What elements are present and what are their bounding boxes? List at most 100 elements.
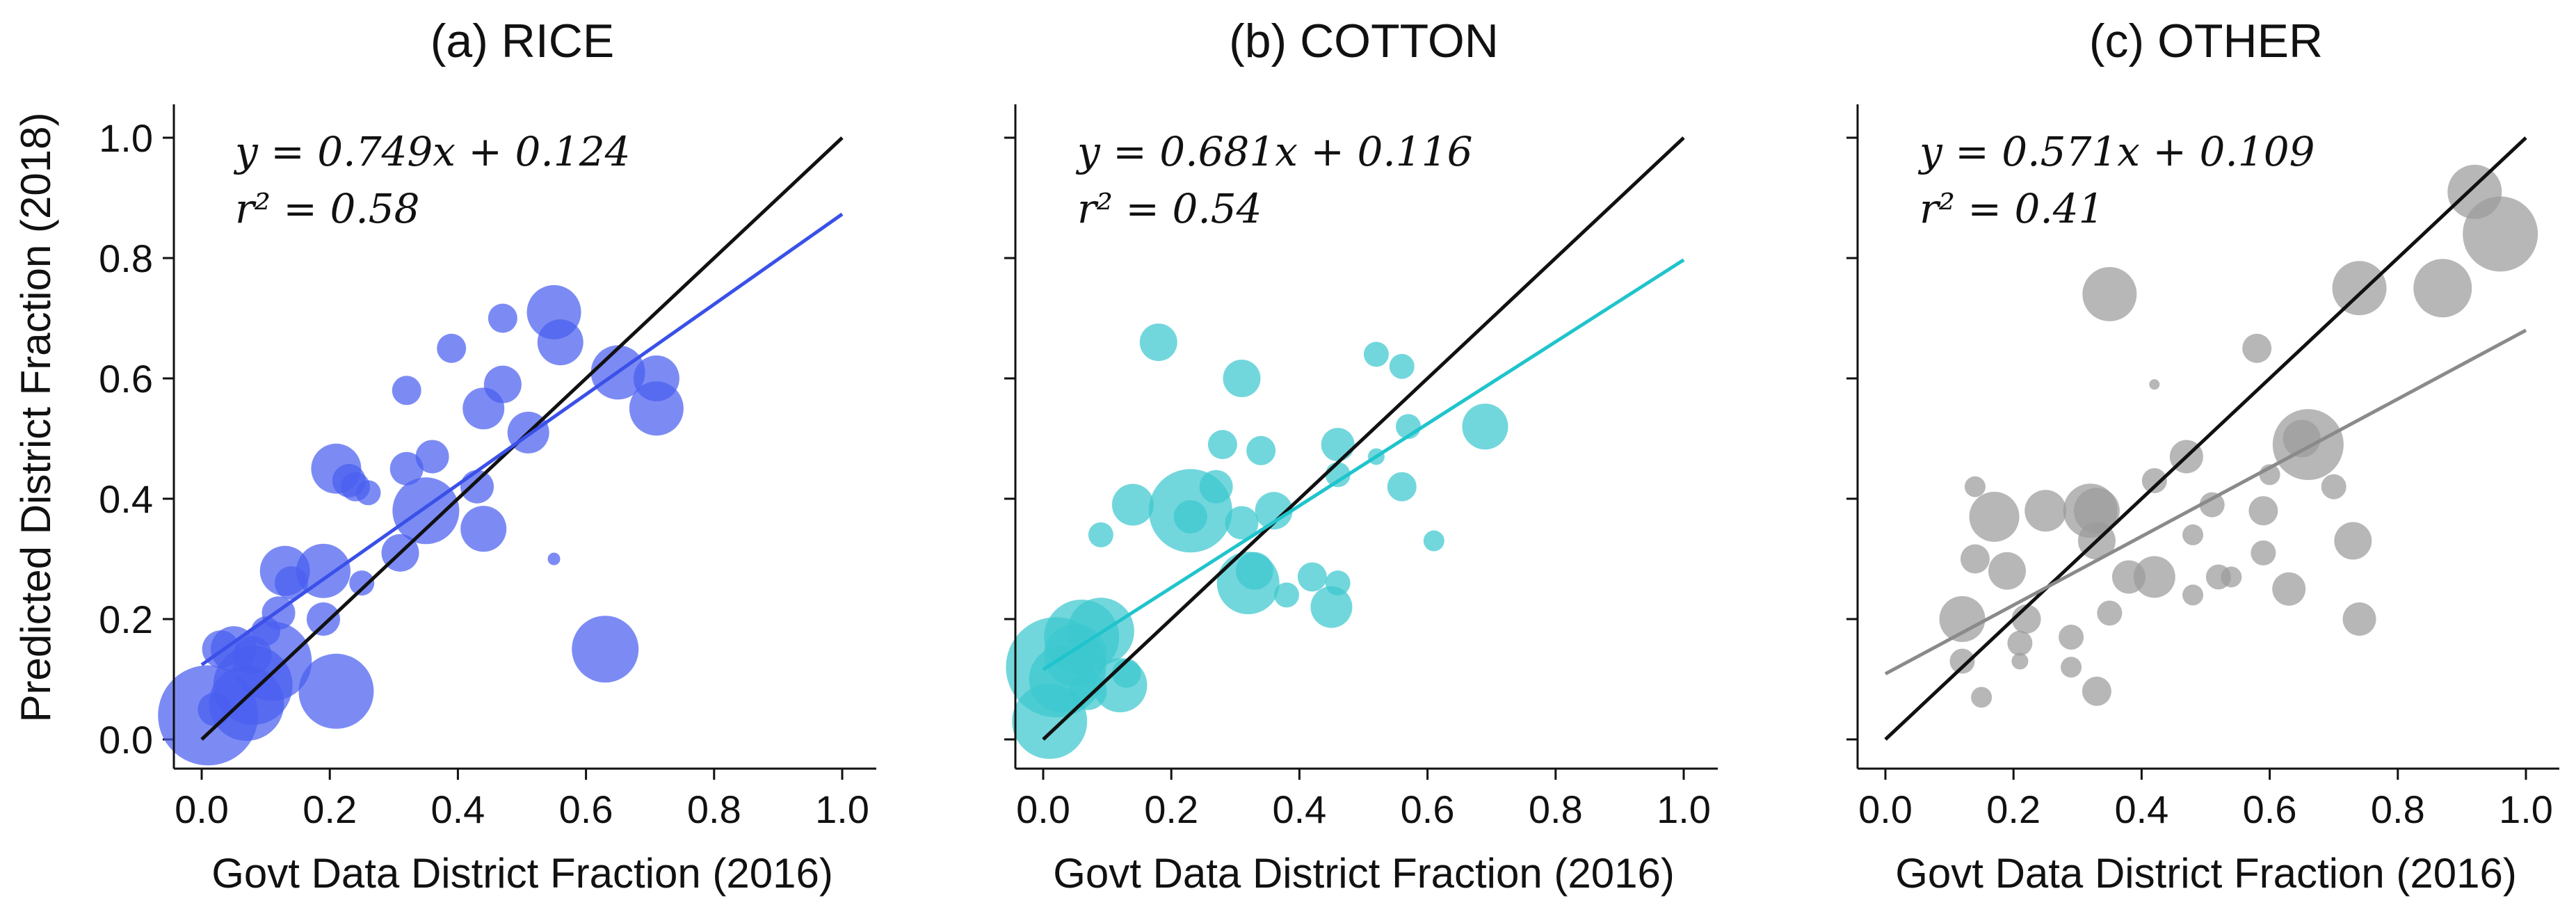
r-squared: r² = 0.54: [1077, 185, 1262, 232]
scatter-point: [2059, 624, 2084, 650]
scatter-point: [2061, 657, 2082, 678]
scatter-point: [415, 440, 449, 474]
scatter-point: [306, 602, 340, 636]
x-tick-label: 0.2: [1144, 787, 1198, 831]
axis-ticks: 0.0 0.2 0.4 0.6 0.8 1.0: [1004, 136, 1711, 831]
scatter-point: [1310, 586, 1353, 628]
scatter-point: [2149, 379, 2160, 390]
scatter-point: [629, 381, 684, 436]
scatter-point: [460, 506, 507, 552]
r-squared: r² = 0.58: [235, 185, 420, 232]
x-tick-label: 1.0: [815, 787, 869, 831]
panel-title: (c) OTHER: [2089, 15, 2323, 67]
x-tick-label: 0.6: [559, 787, 613, 831]
y-tick-label: 0.6: [99, 357, 153, 401]
scatter-point: [1088, 522, 1113, 547]
x-tick-label: 0.4: [430, 787, 485, 831]
scatter-point: [2182, 524, 2204, 545]
scatter-point: [483, 365, 522, 403]
x-tick-label: 0.0: [175, 787, 229, 831]
r-squared: r² = 0.41: [1919, 185, 2104, 232]
scatter-point: [2082, 266, 2137, 321]
scatter-point: [349, 570, 375, 596]
scatter-point: [2133, 556, 2175, 598]
scatter-point: [488, 303, 517, 333]
x-tick-label: 0.8: [2371, 787, 2425, 831]
scatter-point: [392, 376, 421, 406]
scatter-point: [1462, 403, 1508, 450]
y-tick-label: 0.4: [99, 477, 153, 521]
y-tick-label: 0.8: [99, 236, 153, 280]
x-tick-label: 1.0: [1657, 787, 1711, 831]
scatter-point: [1273, 582, 1299, 608]
x-tick-label: 1.0: [2499, 787, 2553, 831]
scatter-point: [1246, 435, 1276, 465]
scatter-point: [437, 333, 467, 363]
fit-lines: [1042, 136, 1685, 741]
axes: [1014, 104, 1718, 770]
scatter-point: [2342, 602, 2376, 636]
x-axis-label: Govt Data District Fraction (2016): [1895, 850, 2517, 897]
scatter-point: [2097, 600, 2123, 626]
scatter-points: [1006, 323, 1508, 760]
axis-ticks: 0.0 0.2 0.4 0.6 0.8 1.0: [1846, 136, 2553, 831]
scatter-point: [298, 653, 374, 729]
scatter-point: [392, 477, 460, 545]
x-tick-label: 0.2: [1986, 787, 2040, 831]
scatter-point: [1223, 360, 1261, 397]
scatter-point: [1321, 428, 1355, 462]
scatter-point: [2272, 572, 2306, 606]
x-tick-label: 0.6: [2243, 787, 2297, 831]
scatter-point: [1325, 570, 1351, 596]
y-tick-label: 0.0: [99, 718, 153, 762]
scatter-point: [1297, 562, 1327, 592]
y-axis-label: Predicted District Fraction (2018): [13, 113, 59, 723]
scatter-point: [2251, 540, 2276, 566]
scatter-point: [1207, 430, 1237, 460]
panel-rice: (a) RICE Govt Data District Fraction (20…: [13, 15, 876, 897]
scatter-point: [2024, 490, 2067, 532]
fit-lines: [200, 136, 844, 741]
y-tick-label: 1.0: [99, 116, 153, 160]
scatter-point: [1173, 499, 1207, 534]
scatter-point: [1255, 492, 1293, 530]
scatter-point: [1235, 552, 1273, 590]
scatter-point: [1969, 491, 2020, 542]
scatter-point: [1423, 530, 1444, 552]
scatter-point: [1389, 353, 1415, 379]
scatter-point: [1949, 648, 1975, 674]
scatter-point: [547, 552, 561, 566]
scatter-point: [1971, 687, 1993, 708]
scatter-point: [2248, 496, 2278, 526]
x-tick-label: 0.4: [1272, 787, 1326, 831]
identity-line: [1042, 136, 1685, 741]
scatter-point: [2073, 488, 2120, 534]
fit-equation: y = 0.749x + 0.124: [233, 128, 631, 175]
scatter-point: [2141, 468, 2167, 494]
scatter-point: [234, 636, 272, 674]
scatter-point: [198, 692, 232, 726]
x-axis-label: Govt Data District Fraction (2016): [211, 850, 833, 897]
identity-line: [1884, 136, 2527, 741]
panel-other: (c) OTHER Govt Data District Fraction (2…: [1846, 15, 2559, 897]
scatter-point: [2272, 409, 2344, 481]
fit-lines: [1884, 136, 2527, 741]
scatter-point: [389, 451, 424, 486]
fit-equation: y = 0.571x + 0.109: [1917, 128, 2315, 175]
scatter-points: [158, 284, 684, 766]
x-tick-label: 0.6: [1401, 787, 1455, 831]
scatter-point: [1387, 472, 1417, 502]
scatter-point: [2334, 522, 2372, 560]
axis-ticks: 0.0 0.2 0.4 0.6 0.8 1.0 0.0 0.2 0.4 0.6 0.8 1.0: [99, 116, 869, 831]
scatter-point: [2242, 333, 2272, 363]
scatter-point: [2221, 566, 2242, 588]
scatter-point: [2321, 474, 2346, 499]
x-tick-label: 0.8: [1529, 787, 1583, 831]
scatter-point: [572, 616, 639, 683]
panel-title: (b) COTTON: [1229, 15, 1499, 67]
scatter-point: [296, 543, 351, 598]
scatter-point: [355, 480, 381, 506]
panel-cotton: (b) COTTON Govt Data District Fraction (…: [1004, 15, 1718, 897]
axes: [1856, 104, 2559, 770]
scatter-point: [460, 470, 494, 504]
